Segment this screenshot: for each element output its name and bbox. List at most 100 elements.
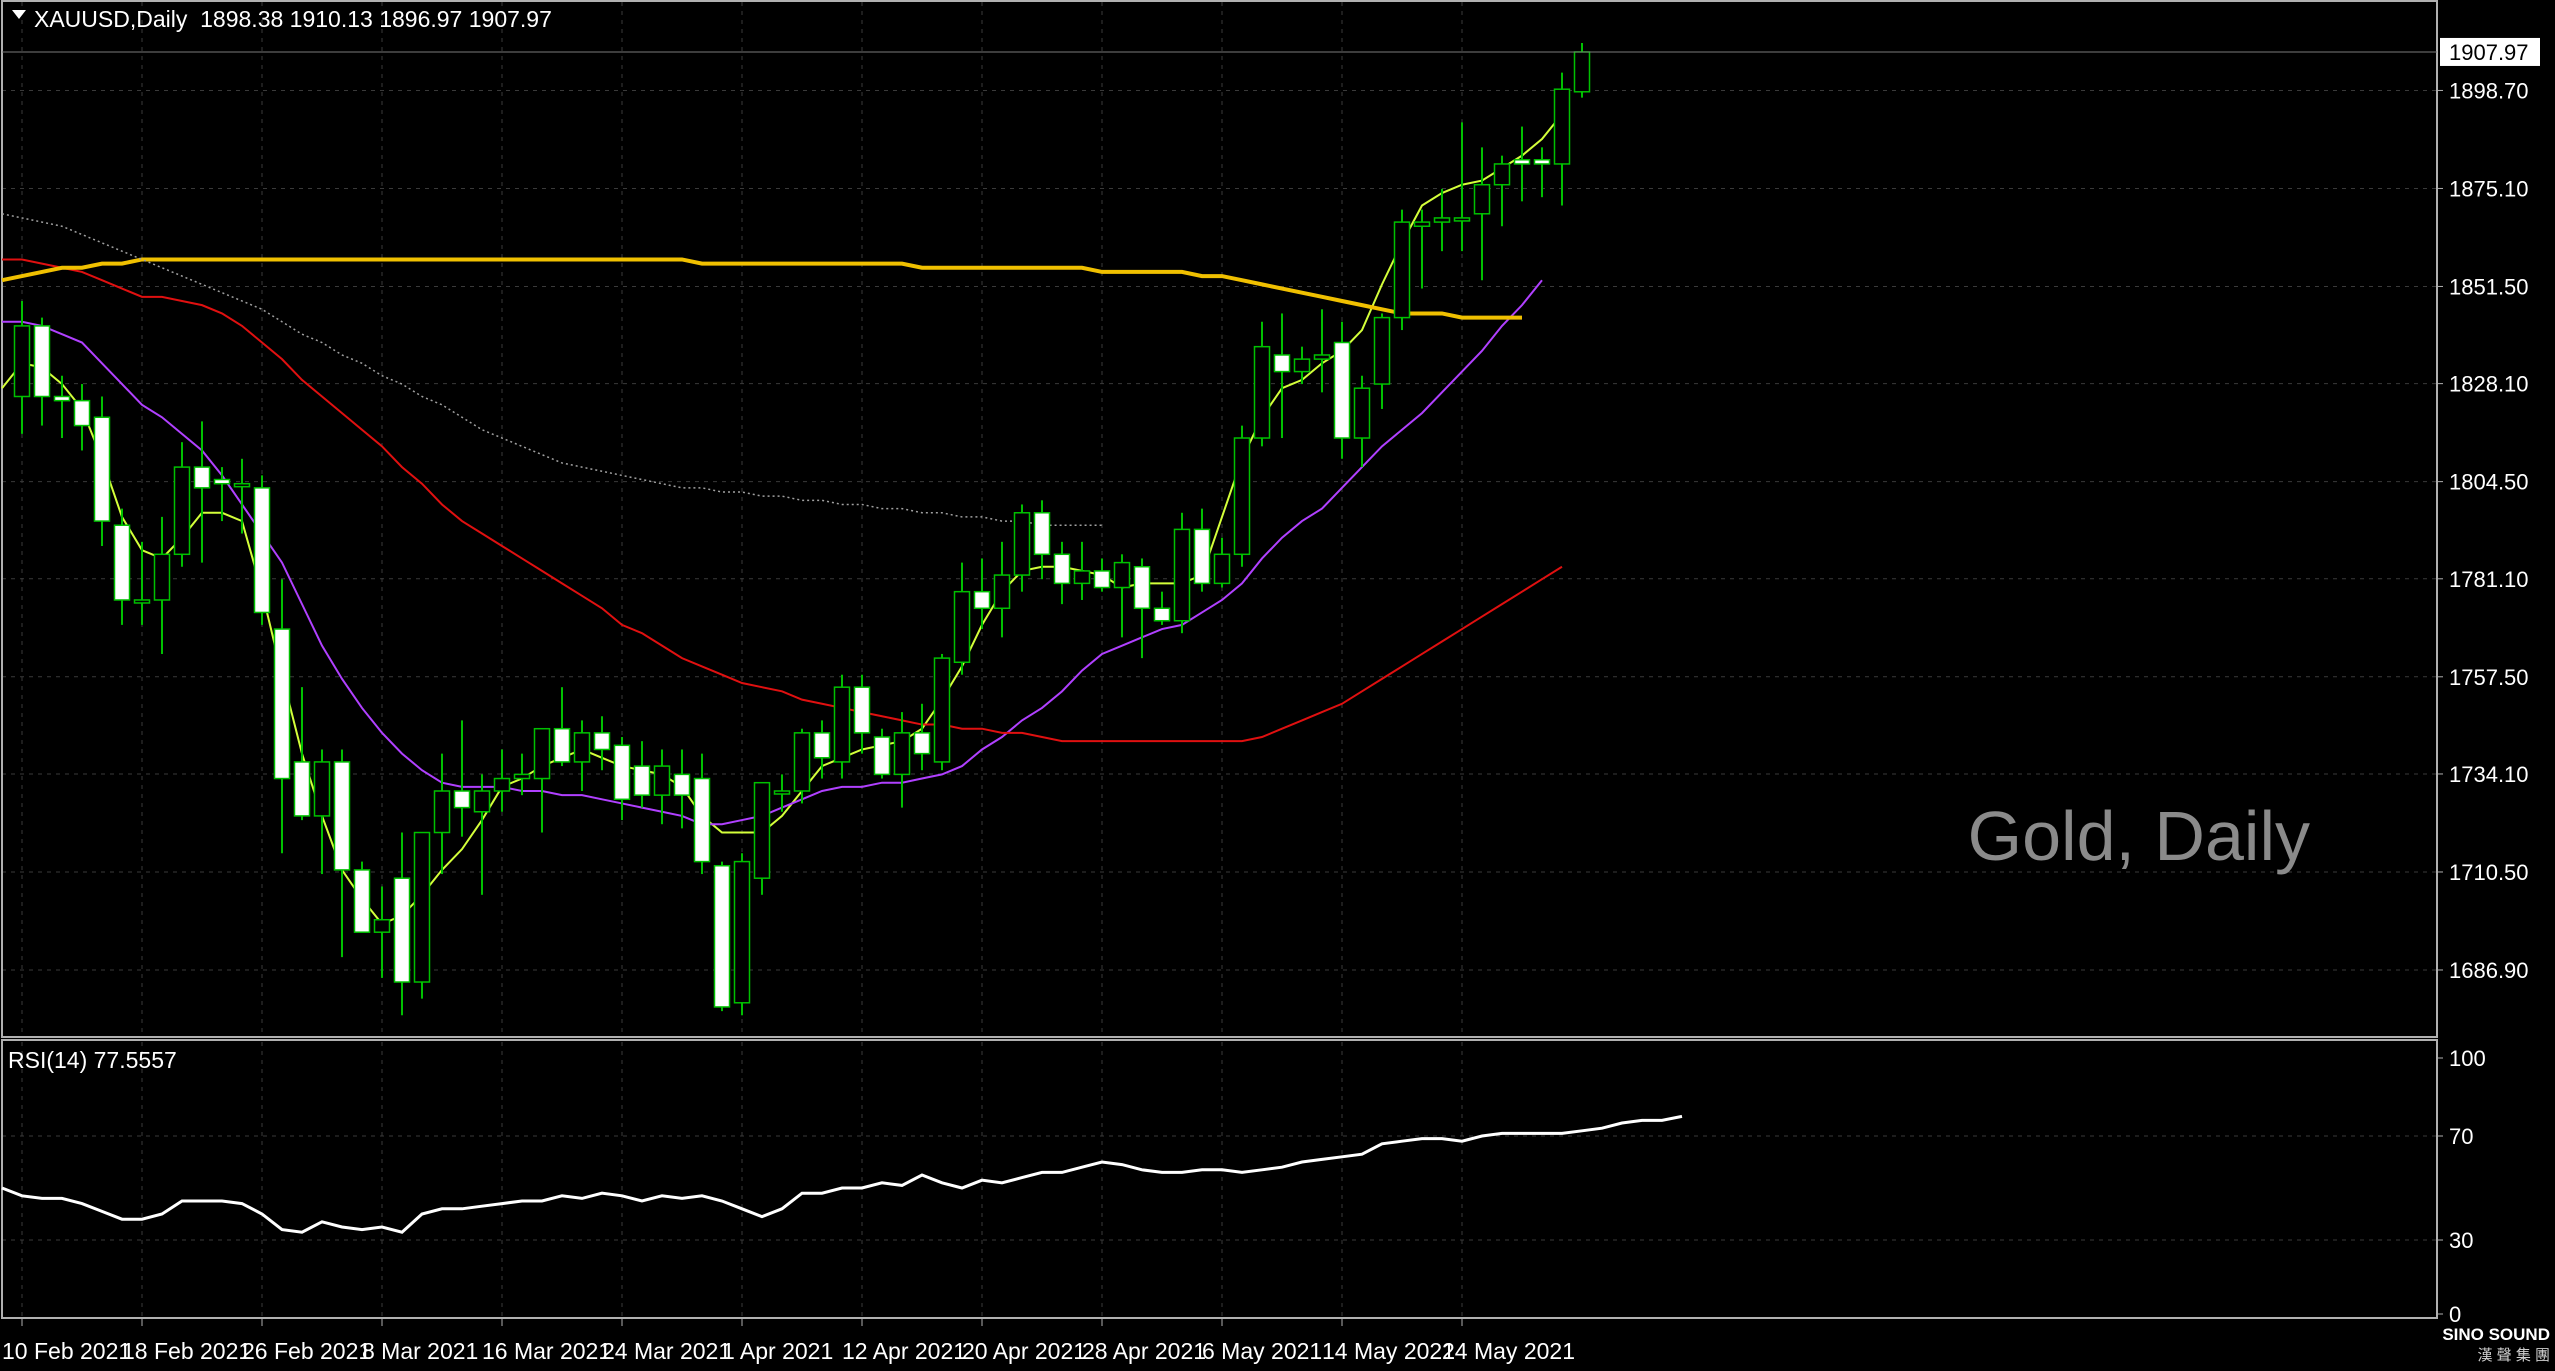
candle	[973, 558, 991, 630]
time-tick-label: 8 Mar 2021	[362, 1338, 478, 1364]
price-axis: 1898.70 1875.10 1851.50 1828.10 1804.50 1781.…	[2437, 78, 2529, 983]
moving-average-ma-dotted	[1, 213, 1102, 526]
time-tick-label: 12 Apr 2021	[842, 1338, 966, 1364]
candle	[1333, 321, 1351, 459]
candle-body	[613, 744, 631, 801]
candle	[133, 541, 151, 625]
candle-body	[1013, 512, 1031, 576]
candle-body	[1373, 316, 1391, 385]
candle-body	[273, 628, 291, 780]
candle	[953, 562, 971, 675]
candle-body	[1293, 358, 1311, 373]
candle	[453, 720, 471, 837]
candle	[1413, 209, 1431, 289]
candle	[793, 728, 811, 804]
candle-body	[773, 790, 791, 795]
candlesticks	[13, 42, 1591, 1016]
candle	[1033, 500, 1051, 580]
candle	[1253, 321, 1271, 447]
candle-body	[1313, 354, 1331, 360]
time-tick-label: 26 Feb 2021	[242, 1338, 371, 1364]
candle	[873, 728, 891, 779]
dropdown-triangle-icon[interactable]	[12, 10, 26, 19]
moving-average-ma-200	[1, 257, 1522, 320]
candle	[613, 737, 631, 821]
candle	[593, 716, 611, 771]
candle	[673, 749, 691, 829]
candle-body	[53, 395, 71, 402]
candle	[893, 712, 911, 808]
candle-body	[193, 466, 211, 489]
candle-body	[853, 686, 871, 734]
candle	[1473, 147, 1491, 281]
candle	[513, 753, 531, 796]
candle-body	[413, 831, 431, 983]
candle-body	[1473, 183, 1491, 215]
candle-body	[1333, 341, 1351, 439]
candle-body	[713, 864, 731, 1008]
candle-body	[153, 553, 171, 601]
candle	[473, 774, 491, 895]
price-tick-label: 1875.10	[2449, 176, 2529, 201]
moving-average-ma-long	[2, 258, 1563, 743]
candle	[313, 749, 331, 875]
candle-body	[1353, 387, 1371, 439]
rsi-panel-frame	[1, 1039, 2438, 1319]
candle-body	[1193, 528, 1211, 585]
candle	[153, 516, 171, 654]
price-tick-label: 1851.50	[2449, 274, 2529, 299]
candle-body	[333, 761, 351, 871]
candle	[293, 687, 311, 821]
candle-body	[13, 325, 31, 398]
price-tick-label: 1781.10	[2449, 567, 2529, 592]
candle-body	[133, 599, 151, 604]
candle-body	[993, 574, 1011, 610]
price-tick-label: 1734.10	[2449, 762, 2529, 787]
candle	[113, 508, 131, 625]
candle-body	[1053, 553, 1071, 585]
rsi-indicator	[1, 1114, 1683, 1234]
candle	[173, 442, 191, 567]
time-tick-label: 1 Apr 2021	[722, 1338, 833, 1364]
candle-body	[1213, 553, 1231, 585]
time-tick-label: 20 Apr 2021	[962, 1338, 1086, 1364]
candle	[273, 579, 291, 854]
candle-body	[1113, 561, 1131, 589]
candle-body	[493, 777, 511, 792]
candle	[1153, 591, 1171, 625]
candle	[773, 774, 791, 812]
candle	[693, 753, 711, 875]
candle-body	[1173, 528, 1191, 622]
current-price-tag: 1907.97	[2440, 37, 2540, 66]
candle-body	[1093, 570, 1111, 589]
candle-body	[973, 590, 991, 610]
candle	[73, 384, 91, 451]
rsi-tick-label: 0	[2449, 1302, 2461, 1327]
chart-watermark: Gold, Daily	[1968, 797, 2310, 875]
time-tick-label: 28 Apr 2021	[1082, 1338, 1206, 1364]
candle	[1533, 147, 1551, 198]
time-tick-label: 24 May 2021	[1442, 1338, 1575, 1364]
candle-body	[793, 732, 811, 792]
candle-body	[373, 918, 391, 933]
rsi-tick-label: 100	[2449, 1046, 2486, 1071]
candle	[333, 749, 351, 958]
candle	[753, 781, 771, 895]
candle-body	[553, 727, 571, 763]
candle-body	[1153, 607, 1171, 622]
candle	[1213, 537, 1231, 588]
time-tick-label: 24 Mar 2021	[602, 1338, 731, 1364]
candle-body	[653, 765, 671, 796]
candle	[1073, 541, 1091, 600]
candle	[1193, 508, 1211, 592]
candle-body	[213, 478, 231, 485]
time-tick-label: 18 Feb 2021	[122, 1338, 251, 1364]
rsi-line	[1, 1114, 1683, 1234]
candle	[1313, 309, 1331, 393]
candle	[33, 317, 51, 426]
candle-body	[1433, 217, 1451, 223]
candle-body	[593, 732, 611, 751]
candle-body	[1133, 566, 1151, 610]
candle	[913, 703, 931, 771]
